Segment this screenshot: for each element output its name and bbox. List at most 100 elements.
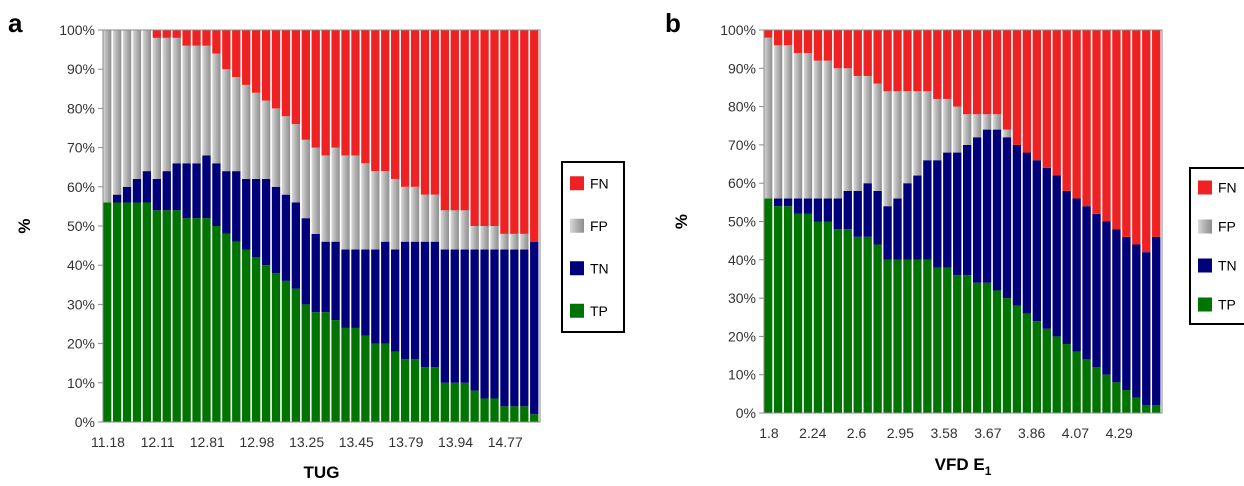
bar-segment-fn xyxy=(371,30,380,172)
bar-segment-tp xyxy=(1022,313,1032,413)
bar-segment-fn xyxy=(903,30,912,92)
bar-segment-tp xyxy=(510,406,519,422)
bar-segment-tn xyxy=(843,190,852,230)
bar-segment-tp xyxy=(1062,344,1071,413)
bar-segment-tn xyxy=(1032,160,1041,322)
bar-segment-fn xyxy=(1142,30,1151,253)
bar-segment-fn xyxy=(281,30,291,117)
bar-segment-fn xyxy=(823,30,833,61)
bar-segment-tn xyxy=(1142,252,1151,406)
bar-segment-tp xyxy=(281,280,291,422)
bar-segment-fp xyxy=(510,233,519,250)
bar-segment-tp xyxy=(122,202,132,422)
bar-segment-tn xyxy=(793,198,803,214)
bar-segment-tn xyxy=(1052,175,1061,337)
y-tick-label: 90% xyxy=(67,61,95,77)
bar-segment-tn xyxy=(112,194,122,203)
legend-swatch-tp xyxy=(1198,297,1212,312)
bar-segment-tp xyxy=(1002,298,1012,413)
bar-segment-fn xyxy=(152,30,161,38)
legend-label-fn: FN xyxy=(1218,180,1237,196)
bar-segment-fn xyxy=(783,30,793,46)
bar-segment-fn xyxy=(833,30,842,69)
y-tick-label: 10% xyxy=(728,367,756,383)
bar-segment-tn xyxy=(281,194,291,281)
bar-segment-fp xyxy=(873,83,882,191)
bar-segment-fp xyxy=(242,84,251,179)
x-axis-title-subscript: 1 xyxy=(985,464,992,478)
bar-segment-fp xyxy=(923,91,932,161)
legend-box xyxy=(561,161,625,333)
bar-segment-tp xyxy=(853,236,862,413)
bar-segment-tn xyxy=(1132,244,1141,398)
bar-segment-fp xyxy=(381,171,390,242)
bar-segment-fp xyxy=(783,45,793,199)
bar-segment-fp xyxy=(773,45,783,199)
bar-segment-fp xyxy=(982,114,992,130)
y-axis-title: % xyxy=(672,214,691,229)
y-tick-label: 70% xyxy=(67,140,95,156)
bar-segment-tp xyxy=(222,233,231,422)
bar-segment-tp xyxy=(351,327,360,422)
bar-segment-fp xyxy=(103,30,112,203)
bar-segment-fp xyxy=(172,37,181,164)
bar-segment-tn xyxy=(331,241,340,321)
y-tick-label: 0% xyxy=(75,414,95,430)
bar-segment-fp xyxy=(803,52,813,199)
bar-segment-fn xyxy=(172,30,181,38)
bar-segment-tn xyxy=(913,175,922,260)
bar-segment-fp xyxy=(410,186,420,242)
bar-segment-tp xyxy=(843,229,852,413)
bar-segment-fp xyxy=(132,30,142,179)
bar-segment-fn xyxy=(953,30,962,107)
bar-segment-tn xyxy=(1102,221,1111,375)
bar-segment-tn xyxy=(460,249,469,383)
y-tick-label: 60% xyxy=(67,179,95,195)
bar-segment-fp xyxy=(853,75,862,191)
bar-segment-tp xyxy=(1052,336,1061,413)
legend-label-fp: FP xyxy=(590,218,608,234)
bar-segment-fn xyxy=(1122,30,1131,237)
bar-segment-tn xyxy=(1002,137,1012,299)
bar-segment-fp xyxy=(843,68,852,191)
stacked-bar-chart-b: 0% 10% 20% 30% 40% 50% 60% 70% 80% 90% 100% 1.8 2.24… xyxy=(672,22,1244,478)
bar-segment-tn xyxy=(440,249,450,383)
bar-segment-tn xyxy=(1122,236,1131,391)
bar-segment-fn xyxy=(1152,30,1161,237)
bar-segment-tn xyxy=(480,249,489,399)
bar-segment-fn xyxy=(490,30,499,226)
x-tick-label: 11.18 xyxy=(91,434,125,450)
bar-segment-fn xyxy=(261,30,271,101)
bar-segment-tp xyxy=(311,312,320,422)
y-tick-label: 60% xyxy=(728,175,756,191)
legend-swatch-fn xyxy=(1198,180,1212,195)
bar-segment-fn xyxy=(803,30,813,53)
bar-segment-fp xyxy=(271,108,281,187)
bar-segment-tp xyxy=(430,367,440,422)
bar-segment-tp xyxy=(103,202,112,422)
bar-segment-fn xyxy=(361,30,370,164)
bar-segment-tn xyxy=(1152,236,1161,406)
bar-segment-tp xyxy=(202,218,211,422)
bar-segment-tn xyxy=(1072,198,1081,352)
bar-segment-tp xyxy=(1142,405,1151,413)
bar-segment-tp xyxy=(773,206,783,413)
x-tick-label: 1.8 xyxy=(759,425,779,441)
x-tick-label: 2.24 xyxy=(799,425,826,441)
bar-segment-fn xyxy=(1032,30,1041,161)
bar-segment-fn xyxy=(813,30,823,61)
bar-segment-tp xyxy=(162,210,171,422)
bar-segment-fn xyxy=(793,30,803,53)
bar-segment-fp xyxy=(182,45,191,164)
y-axis-title: % xyxy=(15,218,34,233)
bar-segment-fp xyxy=(963,114,972,145)
bar-segment-tn xyxy=(202,155,211,219)
bar-segment-tn xyxy=(242,178,251,250)
x-tick-label: 12.11 xyxy=(141,434,175,450)
bar-segment-tn xyxy=(162,171,171,211)
y-tick-label: 100% xyxy=(720,22,756,38)
bar-segment-tp xyxy=(112,202,122,422)
legend-swatch-tn xyxy=(570,261,584,276)
bar-segment-tp xyxy=(873,244,882,413)
bar-segment-fn xyxy=(391,30,400,179)
